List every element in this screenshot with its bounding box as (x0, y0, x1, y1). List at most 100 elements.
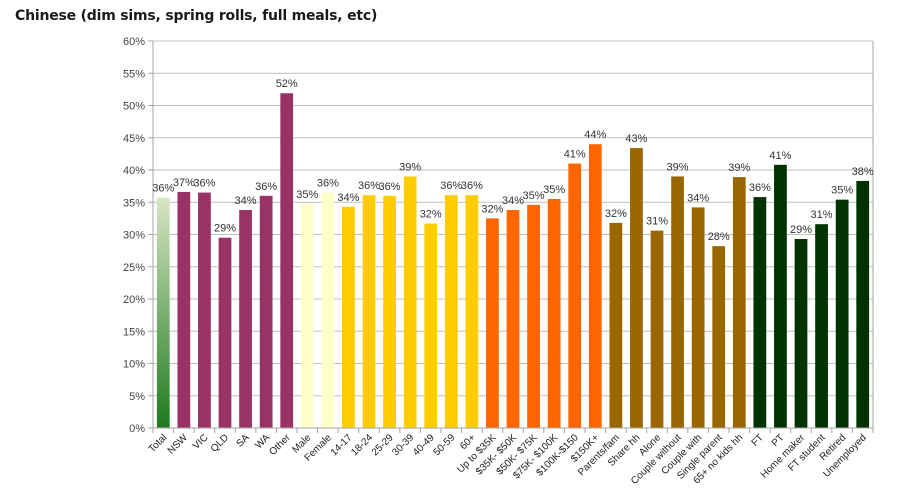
bar (424, 223, 438, 428)
data-label: 43% (625, 133, 647, 145)
x-tick-label: 30-39 (390, 432, 416, 458)
y-tick-label: 45% (123, 133, 145, 145)
bar (198, 192, 211, 428)
data-label: 35% (523, 190, 545, 202)
data-label: 36% (317, 178, 339, 190)
data-label: 34% (337, 192, 359, 204)
bar (465, 195, 479, 428)
bar (527, 204, 540, 428)
bar (362, 195, 376, 428)
bar (856, 180, 870, 428)
data-label: 36% (440, 180, 462, 192)
bar (177, 191, 191, 428)
y-tick-label: 35% (123, 197, 145, 209)
x-tick-label: 14-17 (329, 432, 355, 458)
bar (547, 199, 561, 428)
y-axis: 0% 5% 10% 15% 20% 25% 30% 35% 40% 45% 50% 55% 60% (123, 36, 874, 435)
data-label: 36% (749, 182, 771, 194)
bar (835, 199, 849, 428)
y-tick-label: 0% (129, 423, 145, 435)
y-tick-label: 40% (123, 165, 145, 177)
bar (753, 197, 767, 428)
bar (259, 195, 273, 428)
y-tick-label: 30% (123, 230, 145, 242)
data-label: 28% (708, 231, 730, 243)
data-label: 36% (358, 180, 380, 192)
data-label: 36% (152, 183, 174, 195)
data-label: 36% (379, 181, 401, 193)
data-label: 32% (605, 208, 627, 220)
chart-title: Chinese (dim sims, spring rolls, full me… (15, 8, 378, 24)
data-label: 52% (276, 78, 298, 90)
x-tick-label: QLD (209, 432, 231, 454)
data-label: 32% (420, 209, 442, 221)
bar (486, 218, 499, 428)
bar (239, 209, 252, 428)
data-label: 34% (235, 195, 257, 207)
bars (156, 93, 870, 429)
data-label: 41% (769, 150, 791, 162)
x-tick-label: 25-29 (370, 432, 396, 458)
data-label: 39% (728, 162, 750, 174)
data-label: 36% (193, 178, 215, 190)
bar (568, 163, 582, 429)
data-label: 36% (255, 181, 277, 193)
data-label: 41% (564, 149, 586, 161)
data-label: 34% (502, 195, 524, 207)
y-tick-label: 15% (123, 326, 145, 338)
y-tick-label: 50% (123, 101, 145, 113)
data-label: 31% (811, 209, 833, 221)
bar (218, 237, 232, 428)
bar (691, 207, 705, 428)
bar (609, 222, 623, 428)
data-label: 36% (461, 180, 483, 192)
bar (321, 192, 335, 428)
bar (650, 230, 664, 428)
y-tick-label: 25% (123, 262, 145, 274)
bar (815, 224, 828, 428)
bar (403, 176, 417, 428)
x-tick-label: Total (147, 432, 170, 455)
x-tick-label: SA (234, 432, 251, 449)
bar (794, 239, 808, 428)
data-label: 35% (543, 184, 565, 196)
data-label: 39% (667, 161, 689, 173)
data-label: 32% (481, 203, 503, 215)
data-labels: 36%37%36%29%34%36%52%35%36%34%36%36%39%3… (152, 78, 874, 243)
data-label: 44% (584, 129, 606, 141)
y-tick-label: 60% (123, 36, 145, 48)
data-label: 37% (173, 177, 195, 189)
bar (732, 177, 746, 428)
x-tick-label: NSW (166, 432, 191, 457)
data-label: 35% (296, 189, 318, 201)
x-tick-label: Other (267, 432, 293, 458)
y-tick-label: 55% (123, 68, 145, 80)
bar (342, 206, 355, 428)
data-label: 38% (852, 166, 874, 178)
bar (712, 246, 726, 428)
data-label: 31% (646, 216, 668, 228)
bar (588, 144, 602, 428)
data-label: 29% (214, 223, 236, 235)
bar (506, 209, 520, 428)
bar (630, 148, 643, 428)
x-tick-label: VIC (191, 432, 211, 452)
bar (774, 164, 787, 428)
y-tick-label: 20% (123, 294, 145, 306)
x-tick-label: 40-49 (411, 432, 437, 458)
bar (444, 195, 458, 428)
data-label: 34% (687, 192, 709, 204)
bar (156, 197, 170, 428)
bar (671, 176, 684, 428)
x-tick-label: 18-24 (349, 432, 375, 458)
bar (383, 195, 396, 428)
y-tick-label: 10% (123, 359, 145, 371)
data-label: 35% (831, 185, 853, 197)
bar (280, 93, 294, 429)
y-tick-label: 5% (129, 391, 145, 403)
data-label: 39% (399, 161, 421, 173)
x-tick-label: 50-59 (432, 432, 458, 458)
x-tick-label: FT (750, 432, 766, 448)
